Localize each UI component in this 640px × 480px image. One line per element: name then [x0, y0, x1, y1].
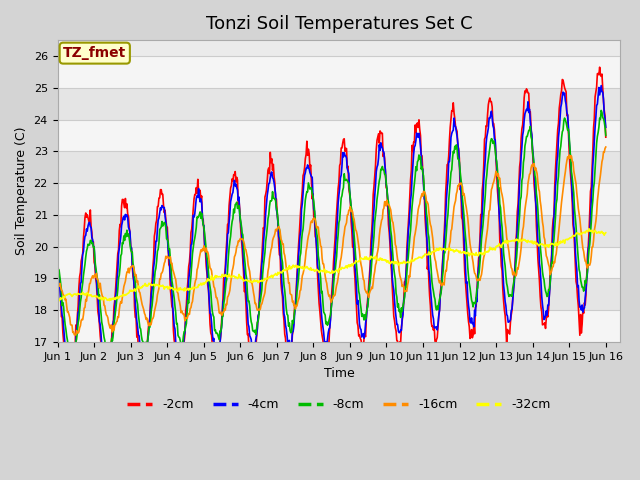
-16cm: [54, 284, 61, 289]
-2cm: [602, 134, 610, 140]
Text: TZ_fmet: TZ_fmet: [63, 46, 127, 60]
-2cm: [177, 354, 184, 360]
-4cm: [63, 363, 71, 369]
Bar: [58, 151, 620, 183]
Bar: [58, 88, 620, 120]
Bar: [58, 247, 620, 278]
-8cm: [602, 132, 610, 138]
Bar: [58, 120, 620, 151]
-16cm: [415, 204, 423, 209]
-8cm: [399, 303, 407, 309]
-2cm: [102, 380, 109, 386]
-16cm: [602, 144, 610, 150]
-2cm: [399, 310, 407, 315]
-2cm: [415, 117, 423, 123]
-4cm: [177, 358, 184, 364]
-2cm: [54, 251, 61, 257]
-32cm: [177, 285, 184, 290]
Bar: [58, 56, 620, 88]
-32cm: [54, 299, 61, 304]
-2cm: [63, 370, 71, 376]
-8cm: [597, 108, 605, 113]
-32cm: [65, 291, 72, 297]
-8cm: [67, 356, 75, 362]
-8cm: [54, 259, 61, 264]
Line: -16cm: -16cm: [58, 147, 606, 335]
Line: -2cm: -2cm: [58, 67, 606, 383]
-8cm: [177, 338, 184, 344]
-2cm: [596, 64, 604, 70]
-8cm: [205, 279, 213, 285]
Legend: -2cm, -4cm, -8cm, -16cm, -32cm: -2cm, -4cm, -8cm, -16cm, -32cm: [122, 394, 556, 417]
Bar: [58, 215, 620, 247]
-4cm: [65, 373, 73, 379]
-16cm: [72, 332, 79, 338]
-2cm: [205, 302, 213, 308]
Line: -4cm: -4cm: [58, 85, 606, 376]
X-axis label: Time: Time: [324, 367, 355, 380]
-16cm: [177, 303, 184, 309]
-2cm: [121, 205, 129, 211]
-16cm: [63, 309, 71, 315]
-32cm: [54, 300, 62, 305]
-4cm: [597, 83, 605, 88]
-32cm: [415, 254, 423, 260]
Bar: [58, 310, 620, 342]
Line: -32cm: -32cm: [58, 228, 606, 302]
-16cm: [205, 260, 213, 265]
Bar: [58, 278, 620, 310]
-4cm: [602, 124, 610, 130]
-32cm: [602, 230, 610, 236]
-16cm: [399, 282, 407, 288]
-8cm: [415, 152, 423, 158]
-8cm: [121, 238, 129, 243]
-32cm: [399, 260, 407, 266]
-4cm: [399, 312, 407, 318]
Y-axis label: Soil Temperature (C): Soil Temperature (C): [15, 127, 28, 255]
-4cm: [121, 217, 129, 223]
Line: -8cm: -8cm: [58, 110, 606, 359]
-32cm: [121, 293, 129, 299]
-32cm: [585, 226, 593, 231]
Bar: [58, 183, 620, 215]
Title: Tonzi Soil Temperatures Set C: Tonzi Soil Temperatures Set C: [205, 15, 472, 33]
-32cm: [205, 278, 213, 284]
-8cm: [63, 337, 71, 343]
-4cm: [54, 260, 61, 265]
-4cm: [415, 131, 423, 136]
-16cm: [121, 281, 129, 287]
-4cm: [205, 297, 213, 302]
